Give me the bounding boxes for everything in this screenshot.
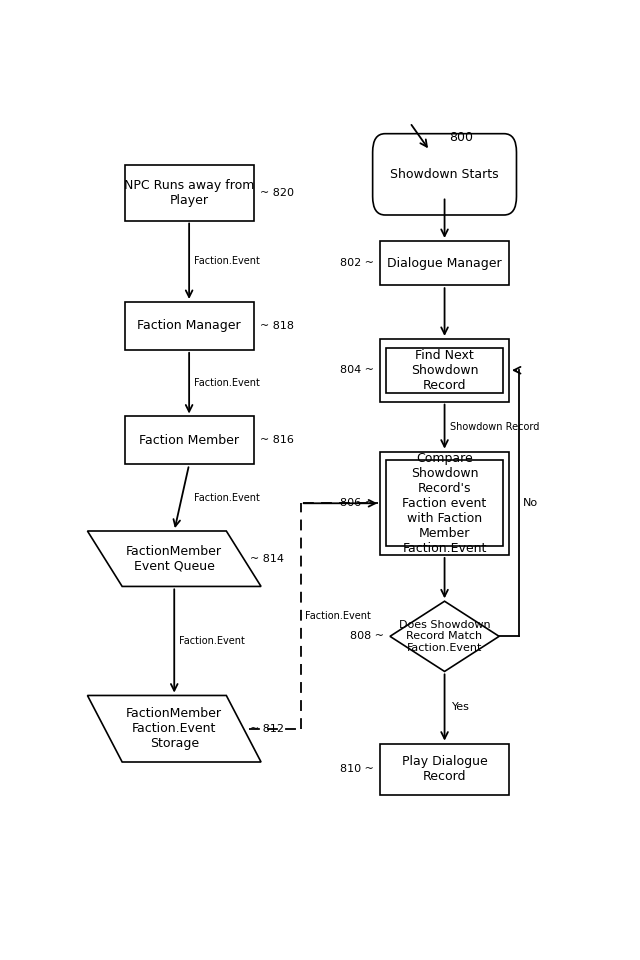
Text: Does Showdown
Record Match
Faction.Event: Does Showdown Record Match Faction.Event xyxy=(399,620,490,653)
Text: 808 ~: 808 ~ xyxy=(350,632,384,641)
Text: NPC Runs away from
Player: NPC Runs away from Player xyxy=(124,179,254,206)
Polygon shape xyxy=(88,531,261,587)
Text: Yes: Yes xyxy=(452,703,470,712)
Text: Play Dialogue
Record: Play Dialogue Record xyxy=(402,756,488,783)
Text: Faction.Event: Faction.Event xyxy=(194,492,260,503)
Polygon shape xyxy=(88,695,261,762)
FancyBboxPatch shape xyxy=(386,461,503,546)
Text: ~ 812: ~ 812 xyxy=(250,724,284,733)
Text: ~ 818: ~ 818 xyxy=(260,321,294,331)
Text: Faction Manager: Faction Manager xyxy=(138,320,241,332)
Text: 800: 800 xyxy=(449,131,474,144)
Text: FactionMember
Faction.Event
Storage: FactionMember Faction.Event Storage xyxy=(126,708,222,750)
Text: Find Next
Showdown
Record: Find Next Showdown Record xyxy=(411,348,478,392)
Text: ~ 820: ~ 820 xyxy=(260,188,294,198)
Text: ~ 814: ~ 814 xyxy=(250,554,284,564)
Text: Faction.Event: Faction.Event xyxy=(305,611,371,621)
FancyBboxPatch shape xyxy=(125,165,253,221)
FancyBboxPatch shape xyxy=(380,451,509,555)
Text: Dialogue Manager: Dialogue Manager xyxy=(387,256,502,270)
Text: 804 ~: 804 ~ xyxy=(340,365,374,375)
Text: Faction.Event: Faction.Event xyxy=(179,636,245,646)
Text: 802 ~: 802 ~ xyxy=(340,258,374,268)
FancyBboxPatch shape xyxy=(125,417,253,465)
Text: No: No xyxy=(523,498,538,508)
Text: Faction Member: Faction Member xyxy=(139,434,239,447)
Text: 810 ~: 810 ~ xyxy=(340,764,374,775)
FancyBboxPatch shape xyxy=(386,348,503,393)
FancyBboxPatch shape xyxy=(380,339,509,401)
Text: Compare
Showdown
Record's
Faction event
with Faction
Member
Faction.Event: Compare Showdown Record's Faction event … xyxy=(403,452,487,555)
Polygon shape xyxy=(390,601,499,671)
FancyBboxPatch shape xyxy=(380,241,509,285)
FancyBboxPatch shape xyxy=(380,743,509,795)
FancyBboxPatch shape xyxy=(372,133,516,215)
Text: Faction.Event: Faction.Event xyxy=(194,378,260,388)
Text: Showdown Starts: Showdown Starts xyxy=(390,168,499,180)
Text: ~ 816: ~ 816 xyxy=(260,436,293,445)
Text: FactionMember
Event Queue: FactionMember Event Queue xyxy=(126,544,222,573)
Text: 806 ~: 806 ~ xyxy=(340,498,374,508)
FancyBboxPatch shape xyxy=(125,301,253,349)
Text: Showdown Record: Showdown Record xyxy=(449,421,539,432)
Text: Faction.Event: Faction.Event xyxy=(194,256,260,266)
